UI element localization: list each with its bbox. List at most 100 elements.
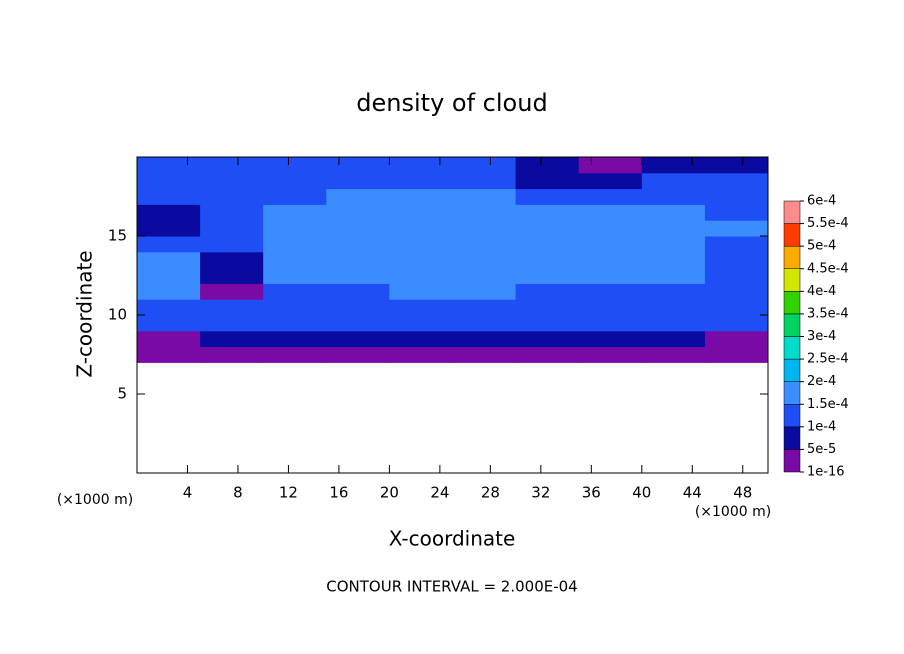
contour-cell — [326, 188, 390, 205]
colorbar-label: 2.5e-4 — [807, 352, 849, 367]
colorbar-label: 4.5e-4 — [807, 261, 849, 276]
contour-cell — [137, 283, 201, 300]
colorbar-swatch — [783, 245, 801, 270]
contour-cell — [200, 157, 264, 174]
contour-cell — [200, 251, 264, 269]
contour-cell — [515, 220, 580, 237]
contour-cell — [263, 346, 327, 363]
contour-cell — [452, 267, 517, 284]
contour-cell — [452, 330, 517, 348]
contour-cell — [578, 236, 643, 253]
contour-cell — [326, 251, 390, 269]
contour-cell — [641, 204, 706, 221]
contour-cell — [389, 220, 453, 237]
contour-cell — [326, 220, 390, 237]
contour-cell — [452, 157, 517, 174]
contour-cell — [515, 157, 580, 174]
contour-cell — [389, 251, 453, 269]
contour-cell — [326, 157, 390, 174]
contour-cell — [704, 330, 769, 348]
x-tick-label: 4 — [183, 484, 193, 502]
contour-cell — [578, 315, 643, 332]
contour-cell — [263, 299, 327, 316]
colorbar-label: 5e-5 — [807, 442, 836, 457]
contour-cell — [326, 267, 390, 284]
contour-cell — [137, 204, 201, 221]
contour-cell — [263, 220, 327, 237]
contour-cell — [704, 251, 769, 269]
x-tick-label: 48 — [733, 484, 752, 502]
contour-cell — [641, 172, 706, 190]
contour-cell — [515, 251, 580, 269]
colorbar-swatch — [783, 223, 801, 247]
contour-cell — [326, 172, 390, 190]
contour-cell — [389, 204, 453, 221]
contour-cell — [200, 346, 264, 363]
x-tick-label: 20 — [380, 484, 399, 502]
colorbar-label: 3.5e-4 — [807, 306, 849, 321]
y-tick-label: 5 — [117, 385, 127, 403]
contour-cell — [137, 236, 201, 253]
contour-cell — [452, 172, 517, 190]
y-axis-label: Z-coordinate — [73, 250, 97, 377]
contour-cell — [578, 283, 643, 300]
contour-cell — [326, 236, 390, 253]
x-tick-label: 36 — [582, 484, 601, 502]
contour-cell — [389, 236, 453, 253]
colorbar-swatch — [783, 449, 801, 473]
contour-cell — [263, 188, 327, 205]
contour-cell — [389, 188, 453, 205]
x-tick-label: 16 — [329, 484, 348, 502]
contour-cell — [326, 204, 390, 221]
contour-cell — [326, 299, 390, 316]
contour-cell — [326, 315, 390, 332]
contour-cell — [515, 346, 580, 363]
contour-cell — [704, 172, 769, 190]
contour-cell — [515, 172, 580, 190]
contour-cell — [389, 330, 453, 348]
contour-cell — [263, 236, 327, 253]
x-unit: (×1000 m) — [695, 504, 771, 520]
contour-cell — [137, 220, 201, 237]
contour-cell — [452, 346, 517, 363]
colorbar-label: 4e-4 — [807, 284, 836, 299]
contour-cell — [200, 330, 264, 348]
contour-cell — [263, 172, 327, 190]
contour-cell — [515, 283, 580, 300]
contour-cell — [200, 204, 264, 221]
contour-cell — [389, 315, 453, 332]
contour-cell — [704, 267, 769, 284]
contour-cell — [137, 299, 201, 316]
contour-cell — [578, 251, 643, 269]
contour-cell — [389, 157, 453, 174]
colorbar-label: 5e-4 — [807, 239, 836, 254]
contour-cell — [452, 283, 517, 300]
contour-cell — [200, 299, 264, 316]
colorbar-swatch — [783, 358, 801, 382]
y-tick-label: 15 — [108, 227, 127, 245]
colorbar-swatch — [783, 313, 801, 337]
colorbar-swatch — [783, 381, 801, 405]
contour-cell — [704, 157, 769, 174]
colorbar-label: 5.5e-4 — [807, 216, 849, 231]
contour-cell — [641, 251, 706, 269]
contour-cell — [704, 236, 769, 253]
colorbar-label: 3e-4 — [807, 329, 836, 344]
colorbar-swatch — [783, 291, 801, 315]
x-tick-label: 40 — [632, 484, 651, 502]
y-tick-label: 10 — [108, 306, 127, 324]
contour-cell — [389, 283, 453, 300]
contour-cell — [137, 330, 201, 348]
x-tick-label: 12 — [279, 484, 298, 502]
contour-cell — [452, 315, 517, 332]
colorbar-swatch — [783, 200, 801, 224]
contour-cell — [515, 236, 580, 253]
contour-cell — [578, 267, 643, 284]
contour-cell — [578, 204, 643, 221]
contour-cell — [452, 251, 517, 269]
x-tick-label: 28 — [481, 484, 500, 502]
contour-cell — [578, 172, 643, 190]
contour-cell — [515, 267, 580, 284]
